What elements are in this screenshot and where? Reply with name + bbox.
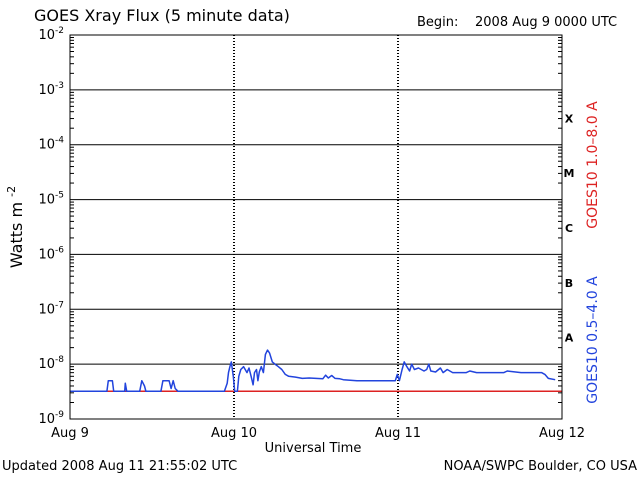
y-tick-label: 10-6 (38, 245, 64, 262)
grid-layer (70, 34, 562, 420)
y-tick-label: 10-9 (38, 410, 64, 427)
source-credit: NOAA/SWPC Boulder, CO USA (443, 459, 637, 474)
y-tick-label: 10-2 (38, 26, 64, 43)
plot-frame (69, 34, 563, 420)
x-tick-label: Aug 12 (539, 426, 585, 441)
series-line-1 (70, 349, 556, 393)
y-axis-title: Watts m -2 (5, 186, 26, 268)
flare-class-label: C (565, 222, 573, 235)
x-axis-title: Universal Time (264, 441, 362, 456)
x-tick-label: Aug 11 (375, 426, 421, 441)
flare-class-label: M (564, 167, 575, 180)
y-tick-label: 10-4 (38, 136, 64, 153)
series-legend-label: GOES10 1.0–8.0 A (585, 101, 601, 229)
y-tick-label: 10-7 (38, 300, 64, 317)
y-tick-label: 10-8 (38, 355, 64, 372)
minor-ticks (70, 37, 562, 403)
series-layer (70, 349, 562, 393)
flare-class-label: A (565, 332, 574, 345)
updated-timestamp: Updated 2008 Aug 11 21:55:02 UTC (2, 459, 238, 474)
flare-class-label: X (565, 112, 574, 125)
chart-title: GOES Xray Flux (5 minute data) (34, 6, 290, 25)
x-tick-label: Aug 9 (51, 426, 89, 441)
x-tick-label: Aug 10 (211, 426, 257, 441)
begin-label: Begin: (417, 15, 459, 30)
series-legend-label: GOES10 0.5–4.0 A (585, 276, 601, 404)
begin-value: 2008 Aug 9 0000 UTC (475, 15, 618, 30)
y-tick-label: 10-5 (38, 191, 64, 208)
axis-labels: 10-9 10-8 10-7 10-6 10-5 10-4 10-3 10-2 Aug 9 Aug… (5, 26, 601, 441)
y-tick-label: 10-3 (38, 81, 64, 98)
flare-class-label: B (565, 277, 573, 290)
